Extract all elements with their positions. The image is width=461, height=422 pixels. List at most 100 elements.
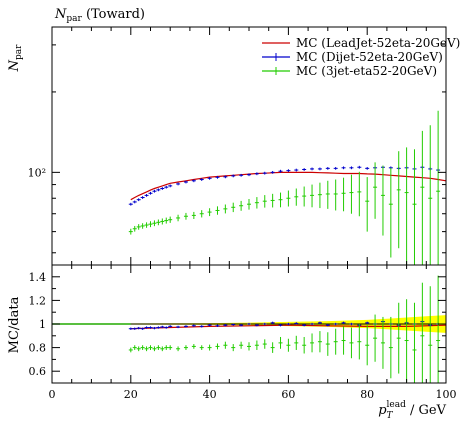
- legend-entry: MC (LeadJet-52eta-20GeV): [296, 36, 460, 50]
- main-series-1-point: [176, 182, 181, 186]
- ratio-series-2-point: [341, 326, 346, 355]
- main-series-2-point: [136, 224, 141, 230]
- main-series-2-point: [140, 223, 145, 229]
- main-series-1-point: [341, 166, 346, 170]
- main-series-1-point: [317, 167, 322, 171]
- main-series-1-point: [333, 166, 338, 170]
- main-series-2-point: [207, 208, 212, 217]
- main-series-1-point: [168, 184, 173, 188]
- ratio-series-2-point: [168, 345, 173, 350]
- main-series-2-point: [310, 184, 315, 208]
- x-tick-label: 100: [436, 388, 457, 401]
- ratio-series-2-point: [325, 332, 330, 356]
- main-series-1-point: [310, 167, 315, 171]
- main-series-2-point: [357, 171, 362, 217]
- ratio-series-2-point: [286, 338, 291, 352]
- ratio-series-1-point: [231, 323, 236, 326]
- main-series-1-point: [254, 172, 259, 176]
- main-series-1-point: [231, 174, 236, 178]
- ratio-series-2-point: [349, 327, 354, 359]
- main-series-1-point: [357, 165, 362, 169]
- ratio-series-1-point: [365, 321, 370, 324]
- main-series-2-point: [349, 174, 354, 214]
- main-series-2-point: [317, 182, 322, 209]
- ratio-plot-area: [52, 275, 447, 383]
- main-series-2-point: [199, 210, 204, 218]
- ratio-series-2-point: [270, 342, 275, 353]
- main-series-1-point: [286, 169, 291, 173]
- main-series-1-point: [183, 180, 188, 184]
- ratio-series-2-point: [420, 282, 425, 383]
- main-series-2-point: [388, 167, 393, 258]
- ratio-series-1-point: [215, 324, 220, 327]
- ratio-series-2-point: [176, 346, 181, 352]
- main-title: Npar (Toward): [54, 7, 145, 24]
- ratio-y-axis: 0.6 0.8 1 1.2 1.4: [29, 264, 446, 384]
- ratio-series-1-point: [156, 326, 161, 329]
- main-series-1-point: [160, 187, 165, 190]
- main-series-2-point: [286, 190, 291, 207]
- main-series-2-point: [365, 177, 370, 232]
- main-series-1-point: [270, 170, 275, 174]
- ratio-series-2-point: [278, 336, 283, 349]
- ratio-series-1-point: [278, 324, 283, 327]
- x-tick-label: 80: [360, 388, 374, 401]
- ratio-series-1-point: [223, 324, 228, 327]
- ratio-series-2-point: [388, 316, 393, 379]
- ratio-series-1-point: [294, 322, 299, 325]
- ratio-series-2-point: [428, 286, 433, 383]
- main-series-1-point: [215, 175, 220, 179]
- main-series-1-point: [247, 173, 251, 177]
- ratio-series-2-point: [365, 325, 370, 366]
- ratio-series-2-point: [164, 345, 169, 350]
- ratio-series-1-point: [148, 326, 153, 329]
- ratio-series-2-point: [333, 328, 338, 355]
- ratio-series-1-point: [317, 321, 322, 324]
- main-series-1-point: [223, 175, 228, 179]
- main-series-1-point: [294, 168, 299, 172]
- main-series-2-point: [132, 225, 137, 232]
- ratio-series-1-point: [302, 324, 307, 327]
- ratio-series-2-point: [380, 316, 385, 369]
- ratio-series-1-point: [191, 324, 196, 327]
- main-series-2-point: [254, 197, 259, 209]
- ratio-series-2-point: [310, 333, 315, 353]
- legend-swatch: [262, 67, 290, 75]
- ratio-series-1-point: [128, 327, 133, 330]
- ratio-series-1-point: [310, 322, 315, 326]
- main-series-1-point: [207, 176, 212, 180]
- ratio-series-1-point: [341, 321, 346, 324]
- ratio-series-1-point: [164, 326, 169, 329]
- main-series-1-point: [239, 173, 244, 177]
- main-series-1-point: [140, 196, 145, 199]
- main-series-2-point: [239, 200, 244, 211]
- ratio-series-1-point: [207, 324, 212, 327]
- main-series-2-point: [148, 221, 153, 228]
- ratio-series-2-point: [140, 345, 145, 350]
- main-series-2-point: [278, 192, 283, 208]
- ratio-series-2-point: [404, 299, 409, 382]
- main-series-2-point: [152, 220, 157, 227]
- ratio-y-tick-label: 1: [39, 318, 46, 331]
- main-series-1-point: [144, 193, 149, 197]
- main-series-2-point: [183, 212, 188, 220]
- ratio-series-1-point: [254, 324, 259, 327]
- ratio-series-1-point: [333, 322, 338, 326]
- ratio-y-tick-label: 0.8: [29, 342, 47, 355]
- ratio-series-2-point: [317, 331, 322, 353]
- ratio-series-2-point: [247, 342, 251, 351]
- x-tick-label: 60: [281, 388, 295, 401]
- ratio-series-1-point: [144, 326, 149, 329]
- ratio-series-2-point: [436, 275, 441, 383]
- main-series-2-point: [176, 214, 181, 222]
- ratio-y-label: MC/data: [7, 296, 22, 353]
- ratio-series-1-point: [325, 324, 330, 327]
- main-series-1-point: [152, 189, 157, 193]
- main-series-2-point: [215, 206, 220, 215]
- ratio-series-1-point: [199, 325, 204, 328]
- ratio-series-1-point: [176, 325, 181, 329]
- ratio-series-2-point: [231, 344, 236, 352]
- main-series-2-point: [396, 151, 401, 249]
- main-series-1-point: [148, 191, 153, 195]
- ratio-series-2-point: [239, 341, 244, 349]
